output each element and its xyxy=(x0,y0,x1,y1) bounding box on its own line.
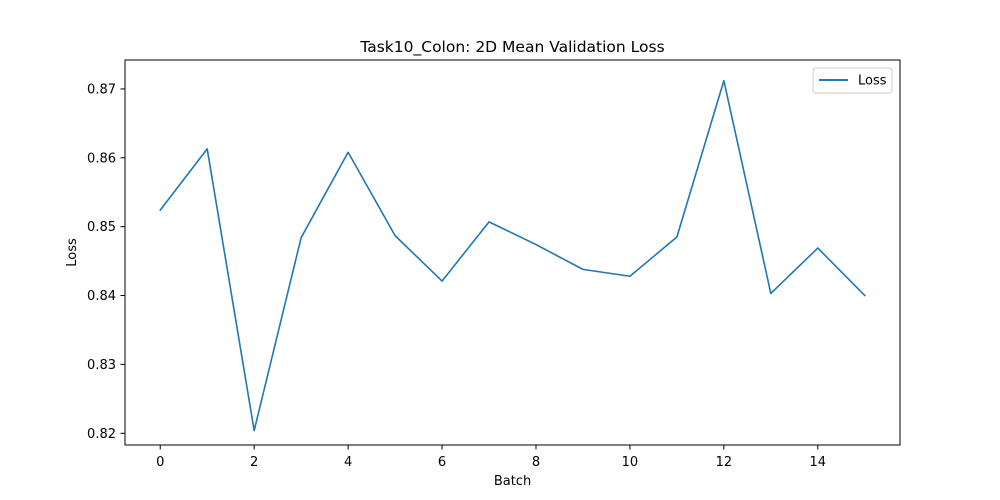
x-tick-label: 10 xyxy=(622,455,639,470)
y-tick-label: 0.84 xyxy=(87,289,116,304)
y-tick-label: 0.87 xyxy=(87,82,116,97)
y-tick-label: 0.82 xyxy=(87,427,116,442)
x-tick-label: 14 xyxy=(810,455,827,470)
legend-label-loss: Loss xyxy=(858,74,887,89)
legend: Loss xyxy=(812,67,893,94)
x-tick-label: 12 xyxy=(716,455,733,470)
plot-area-frame xyxy=(124,59,901,446)
series-layer xyxy=(159,79,866,432)
x-tick-label: 2 xyxy=(250,455,258,470)
legend-box xyxy=(812,67,893,94)
chart-title: Task10_Colon: 2D Mean Validation Loss xyxy=(359,38,664,57)
y-axis-ticks: 0.82 0.83 0.84 0.85 0.86 0.87 xyxy=(87,82,125,442)
x-tick-label: 8 xyxy=(532,455,540,470)
series-line-loss xyxy=(159,79,866,432)
y-tick-label: 0.86 xyxy=(87,151,116,166)
x-axis-ticks: 0 2 4 6 8 10 12 14 xyxy=(156,445,826,470)
y-tick-label: 0.83 xyxy=(87,358,116,373)
y-axis-label: Loss xyxy=(65,238,80,267)
x-tick-label: 4 xyxy=(344,455,352,470)
x-tick-label: 6 xyxy=(438,455,446,470)
y-tick-label: 0.85 xyxy=(87,220,116,235)
x-axis-label: Batch xyxy=(494,474,531,489)
x-tick-label: 0 xyxy=(156,455,164,470)
